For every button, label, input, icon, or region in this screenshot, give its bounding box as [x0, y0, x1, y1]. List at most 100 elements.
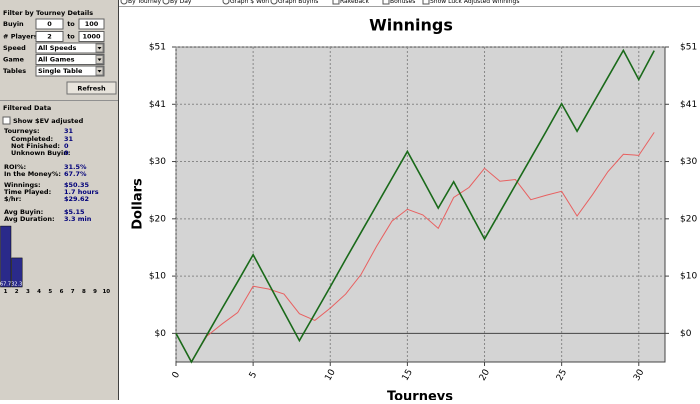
radio[interactable] [222, 0, 230, 5]
select-label: Tables [3, 67, 26, 75]
x-tick-label: 15 [401, 368, 415, 383]
range-to: to [67, 33, 75, 41]
ev-checkbox[interactable] [2, 116, 11, 125]
input-box[interactable] [78, 18, 105, 30]
range-to: to [67, 20, 75, 28]
radio[interactable] [120, 0, 128, 5]
y-tick-label-right: $51 [680, 43, 697, 53]
mini-x-label: 2 [15, 289, 19, 295]
stat-label: Time Played: [4, 188, 51, 196]
y-tick-label: $10 [149, 272, 166, 282]
stat-value: 0 [64, 142, 69, 150]
x-axis-label: Tourneys [387, 390, 453, 401]
y-tick-label: $30 [149, 157, 166, 167]
select-box[interactable] [35, 65, 105, 77]
y-tick-label-right: $0 [680, 329, 692, 339]
series-line [175, 48, 655, 364]
stat-label: Tourneys: [4, 127, 40, 135]
refresh-button[interactable] [66, 81, 117, 95]
input-box[interactable] [78, 31, 105, 42]
select-label: Speed [3, 44, 26, 52]
y-tick-label-right: $10 [680, 272, 697, 282]
mini-x-label: 5 [48, 289, 52, 295]
filter-title: Filter by Tourney Details [3, 9, 93, 17]
x-tick-label: 25 [555, 368, 569, 383]
stat-label: $/hr: [4, 195, 21, 203]
toolbar-option[interactable]: Bonuses [390, 0, 415, 5]
plot-area [175, 46, 666, 363]
stat-value: $29.62 [64, 195, 89, 203]
input-value[interactable]: 0 [47, 20, 52, 28]
input-value[interactable]: 100 [85, 20, 99, 28]
select-value[interactable]: All Games [38, 56, 75, 64]
arrow-icon [97, 58, 102, 61]
mini-x-label: 4 [37, 289, 41, 295]
mini-x-label: 3 [26, 289, 30, 295]
toolbar-option[interactable]: Graph $ Won [230, 0, 269, 5]
y-tick-label: $51 [149, 43, 166, 53]
mini-x-label: 8 [82, 289, 86, 295]
input-box[interactable] [35, 31, 64, 42]
stat-value: 1.7 hours [64, 188, 99, 196]
range-label: # Players [3, 33, 38, 41]
mini-bar [0, 225, 12, 288]
series-line [175, 132, 655, 363]
checkbox[interactable] [422, 0, 430, 5]
stat-value: $50.35 [64, 181, 90, 189]
x-tick-label: 5 [248, 370, 260, 380]
toolbar-option[interactable]: Rakeback [340, 0, 369, 5]
y-axis-label: Dollars [131, 178, 146, 230]
toolbar-option[interactable]: Show Luck Adjusted Winnings [430, 0, 519, 5]
checkbox[interactable] [332, 0, 340, 5]
toolbar-option[interactable]: By Day [170, 0, 192, 5]
filtered-title: Filtered Data [3, 104, 51, 112]
y-tick-label-right: $41 [680, 100, 697, 110]
stat-label: Unknown Buyin: [11, 149, 71, 157]
ev-label[interactable]: Show $EV adjusted [13, 117, 84, 125]
select-value[interactable]: All Speeds [38, 44, 77, 52]
y-tick-label-right: $20 [680, 214, 697, 224]
range-label: Buyin [3, 20, 24, 28]
arrow-icon [97, 47, 102, 50]
select-box[interactable] [35, 42, 105, 54]
input-value[interactable]: 2 [47, 33, 52, 41]
y-tick-label: $41 [149, 100, 166, 110]
select-box[interactable] [35, 54, 105, 65]
y-tick-label: $20 [149, 214, 166, 224]
y-tick-label: $0 [155, 329, 167, 339]
stat-value: 0 [64, 149, 69, 157]
mini-x-label: 6 [60, 289, 64, 295]
stat-value: 67.7% [64, 170, 87, 178]
mini-bar [11, 257, 23, 288]
chart-title: Winnings [369, 16, 453, 35]
mini-x-label: 10 [102, 289, 110, 295]
mini-x-label: 9 [93, 289, 97, 295]
y-tick-label-right: $30 [680, 157, 697, 167]
stat-label: In the Money%: [4, 170, 61, 178]
stat-label: Not Finished: [11, 142, 60, 150]
checkbox[interactable] [382, 0, 390, 5]
toolbar-option[interactable]: By Tourney [128, 0, 162, 5]
input-box[interactable] [35, 18, 64, 30]
stat-value: $5.15 [64, 208, 85, 216]
stat-value: 3.3 min [64, 215, 92, 223]
radio[interactable] [270, 0, 278, 5]
stat-value: 31 [64, 135, 74, 143]
select-value[interactable]: Single Table [38, 67, 83, 75]
radio[interactable] [162, 0, 170, 5]
stat-label: Avg Buyin: [4, 208, 43, 216]
stat-value: 31.5% [64, 163, 87, 171]
stat-label: Avg Duration: [4, 215, 55, 223]
toolbar-option[interactable]: Graph Buyins [278, 0, 318, 5]
refresh-label[interactable]: Refresh [77, 85, 106, 93]
stat-label: Winnings: [4, 181, 41, 189]
x-tick-label: 0 [171, 370, 183, 380]
mini-bar-label: 32.3 [11, 282, 22, 288]
mini-bar-label: 67.7 [0, 282, 11, 288]
arrow-icon [97, 70, 102, 73]
input-value[interactable]: 1000 [82, 33, 101, 41]
stat-label: ROI%: [4, 163, 26, 171]
mini-x-label: 7 [71, 289, 75, 295]
